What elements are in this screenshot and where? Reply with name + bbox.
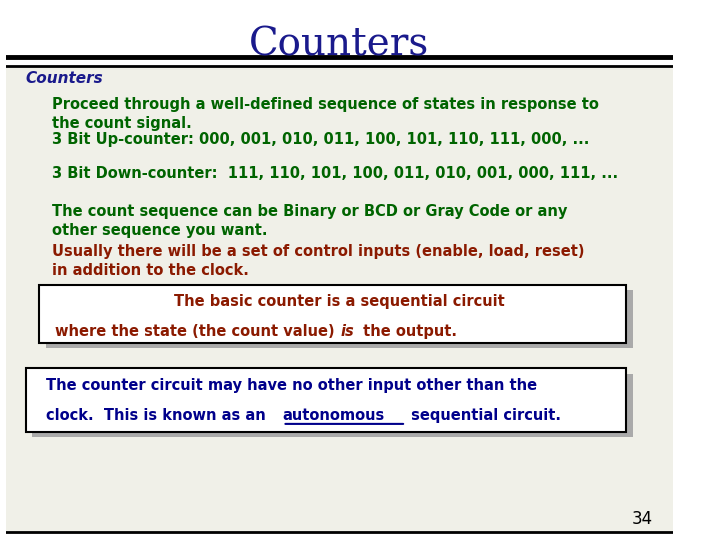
Text: autonomous: autonomous	[282, 408, 384, 423]
Text: Counters: Counters	[26, 71, 104, 86]
Text: 34: 34	[631, 510, 653, 528]
Text: 3 Bit Up-counter: 000, 001, 010, 011, 100, 101, 110, 111, 000, ...: 3 Bit Up-counter: 000, 001, 010, 011, 10…	[53, 132, 590, 147]
FancyBboxPatch shape	[6, 68, 672, 532]
FancyBboxPatch shape	[39, 285, 626, 343]
FancyBboxPatch shape	[32, 374, 633, 437]
Text: Proceed through a well-defined sequence of states in response to
the count signa: Proceed through a well-defined sequence …	[53, 97, 599, 131]
Text: The basic counter is a sequential circuit: The basic counter is a sequential circui…	[174, 294, 505, 309]
Text: the output.: the output.	[358, 324, 457, 339]
Text: 3 Bit Down-counter:  111, 110, 101, 100, 011, 010, 001, 000, 111, ...: 3 Bit Down-counter: 111, 110, 101, 100, …	[53, 166, 618, 181]
Text: The counter circuit may have no other input other than the: The counter circuit may have no other in…	[46, 378, 537, 393]
Text: Usually there will be a set of control inputs (enable, load, reset)
in addition : Usually there will be a set of control i…	[53, 244, 585, 278]
Text: The count sequence can be Binary or BCD or Gray Code or any
other sequence you w: The count sequence can be Binary or BCD …	[53, 204, 568, 238]
FancyBboxPatch shape	[46, 290, 633, 348]
Text: Counters: Counters	[249, 27, 429, 64]
Text: is: is	[341, 324, 354, 339]
Text: sequential circuit.: sequential circuit.	[406, 408, 561, 423]
Text: where the state (the count value): where the state (the count value)	[55, 324, 339, 339]
Text: clock.  This is known as an: clock. This is known as an	[46, 408, 271, 423]
FancyBboxPatch shape	[26, 368, 626, 432]
